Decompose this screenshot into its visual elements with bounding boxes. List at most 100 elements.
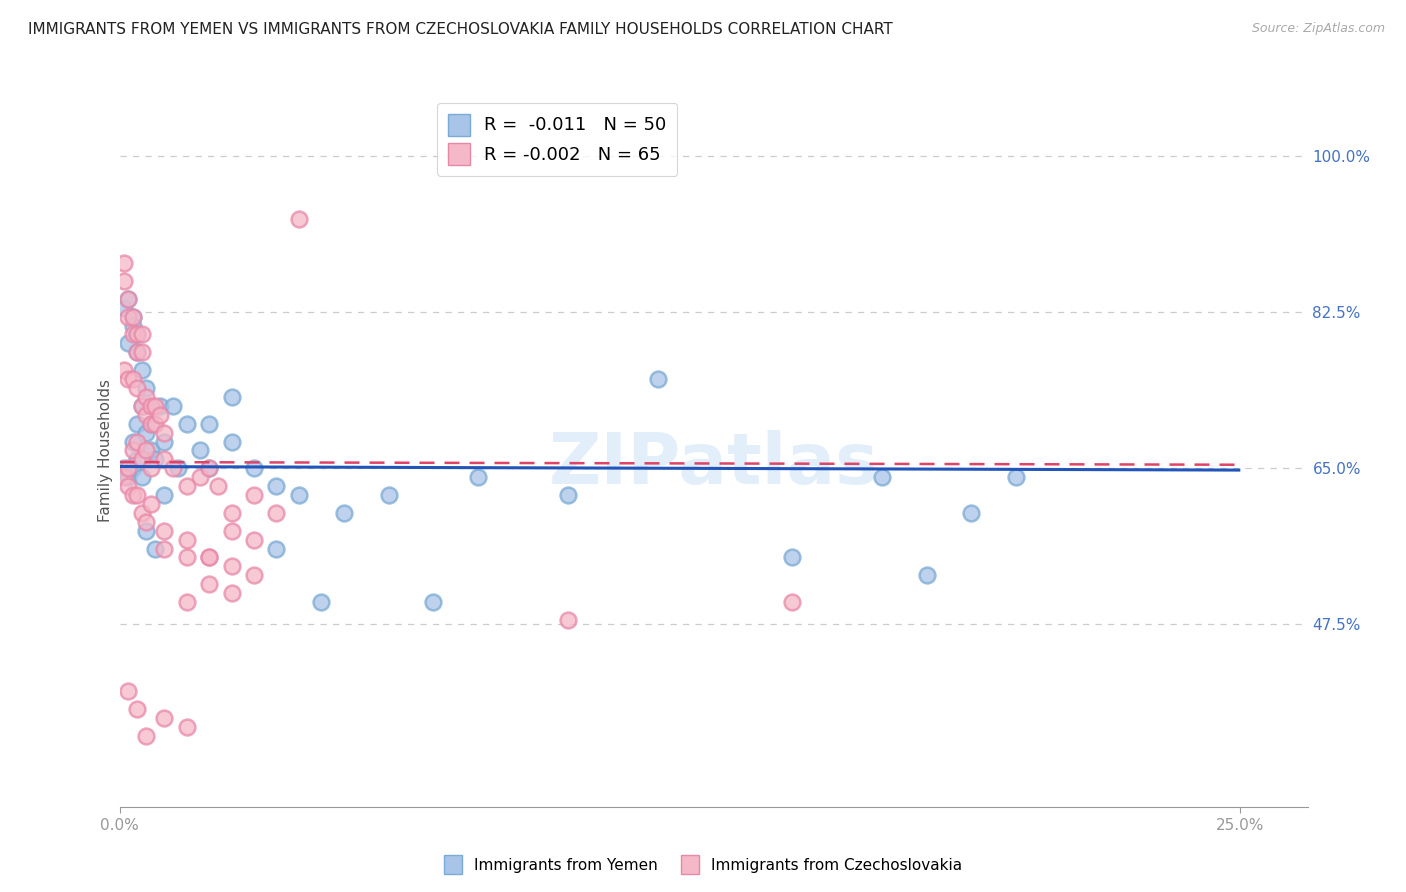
Point: [131, 470, 153, 484]
Point: [266, 479, 288, 493]
Point: [131, 399, 153, 413]
Point: [198, 461, 221, 475]
Point: [207, 479, 229, 493]
Point: [188, 470, 211, 484]
Point: [112, 256, 135, 270]
Point: [153, 425, 176, 440]
Point: [122, 461, 145, 475]
Point: [122, 327, 145, 342]
Point: [870, 470, 893, 484]
Legend: R =  -0.011   N = 50, R = -0.002   N = 65: R = -0.011 N = 50, R = -0.002 N = 65: [437, 103, 678, 176]
Point: [176, 550, 198, 565]
Point: [131, 363, 153, 377]
Point: [243, 461, 266, 475]
Point: [557, 613, 579, 627]
Point: [377, 488, 399, 502]
Point: [117, 461, 139, 475]
Point: [117, 684, 139, 698]
Point: [127, 345, 149, 359]
Point: [135, 443, 157, 458]
Point: [780, 595, 803, 609]
Point: [117, 479, 139, 493]
Point: [162, 461, 184, 475]
Point: [112, 363, 135, 377]
Point: [127, 434, 149, 449]
Point: [221, 434, 243, 449]
Point: [243, 488, 266, 502]
Point: [198, 550, 221, 565]
Point: [117, 292, 139, 306]
Point: [221, 559, 243, 574]
Point: [915, 568, 938, 582]
Point: [243, 568, 266, 582]
Point: [153, 434, 176, 449]
Point: [221, 586, 243, 600]
Point: [198, 461, 221, 475]
Point: [135, 425, 157, 440]
Point: [153, 524, 176, 538]
Point: [176, 479, 198, 493]
Point: [122, 310, 145, 324]
Point: [135, 515, 157, 529]
Point: [176, 533, 198, 547]
Point: [960, 506, 983, 520]
Point: [135, 381, 157, 395]
Point: [198, 577, 221, 591]
Point: [243, 533, 266, 547]
Point: [221, 390, 243, 404]
Point: [117, 470, 139, 484]
Point: [135, 408, 157, 422]
Point: [166, 461, 188, 475]
Point: [1005, 470, 1028, 484]
Point: [131, 345, 153, 359]
Point: [221, 524, 243, 538]
Point: [127, 488, 149, 502]
Point: [188, 443, 211, 458]
Point: [176, 595, 198, 609]
Point: [145, 452, 167, 467]
Point: [139, 417, 162, 431]
Point: [153, 541, 176, 556]
Point: [139, 461, 162, 475]
Point: [135, 524, 157, 538]
Point: [127, 327, 149, 342]
Point: [131, 506, 153, 520]
Point: [139, 417, 162, 431]
Point: [122, 443, 145, 458]
Point: [153, 711, 176, 725]
Point: [309, 595, 332, 609]
Point: [127, 702, 149, 716]
Point: [647, 372, 669, 386]
Legend: Immigrants from Yemen, Immigrants from Czechoslovakia: Immigrants from Yemen, Immigrants from C…: [437, 849, 969, 880]
Point: [131, 327, 153, 342]
Point: [117, 372, 139, 386]
Point: [127, 452, 149, 467]
Point: [122, 372, 145, 386]
Point: [127, 417, 149, 431]
Point: [557, 488, 579, 502]
Point: [266, 541, 288, 556]
Point: [122, 434, 145, 449]
Point: [112, 461, 135, 475]
Point: [153, 488, 176, 502]
Point: [162, 399, 184, 413]
Point: [127, 381, 149, 395]
Point: [422, 595, 444, 609]
Point: [198, 550, 221, 565]
Point: [176, 720, 198, 734]
Text: IMMIGRANTS FROM YEMEN VS IMMIGRANTS FROM CZECHOSLOVAKIA FAMILY HOUSEHOLDS CORREL: IMMIGRANTS FROM YEMEN VS IMMIGRANTS FROM…: [28, 22, 893, 37]
Point: [145, 541, 167, 556]
Point: [145, 417, 167, 431]
Point: [112, 470, 135, 484]
Point: [135, 729, 157, 743]
Point: [122, 310, 145, 324]
Point: [139, 443, 162, 458]
Point: [127, 327, 149, 342]
Text: Source: ZipAtlas.com: Source: ZipAtlas.com: [1251, 22, 1385, 36]
Point: [117, 310, 139, 324]
Point: [288, 211, 311, 226]
Point: [332, 506, 354, 520]
Point: [149, 408, 172, 422]
Point: [127, 345, 149, 359]
Point: [131, 399, 153, 413]
